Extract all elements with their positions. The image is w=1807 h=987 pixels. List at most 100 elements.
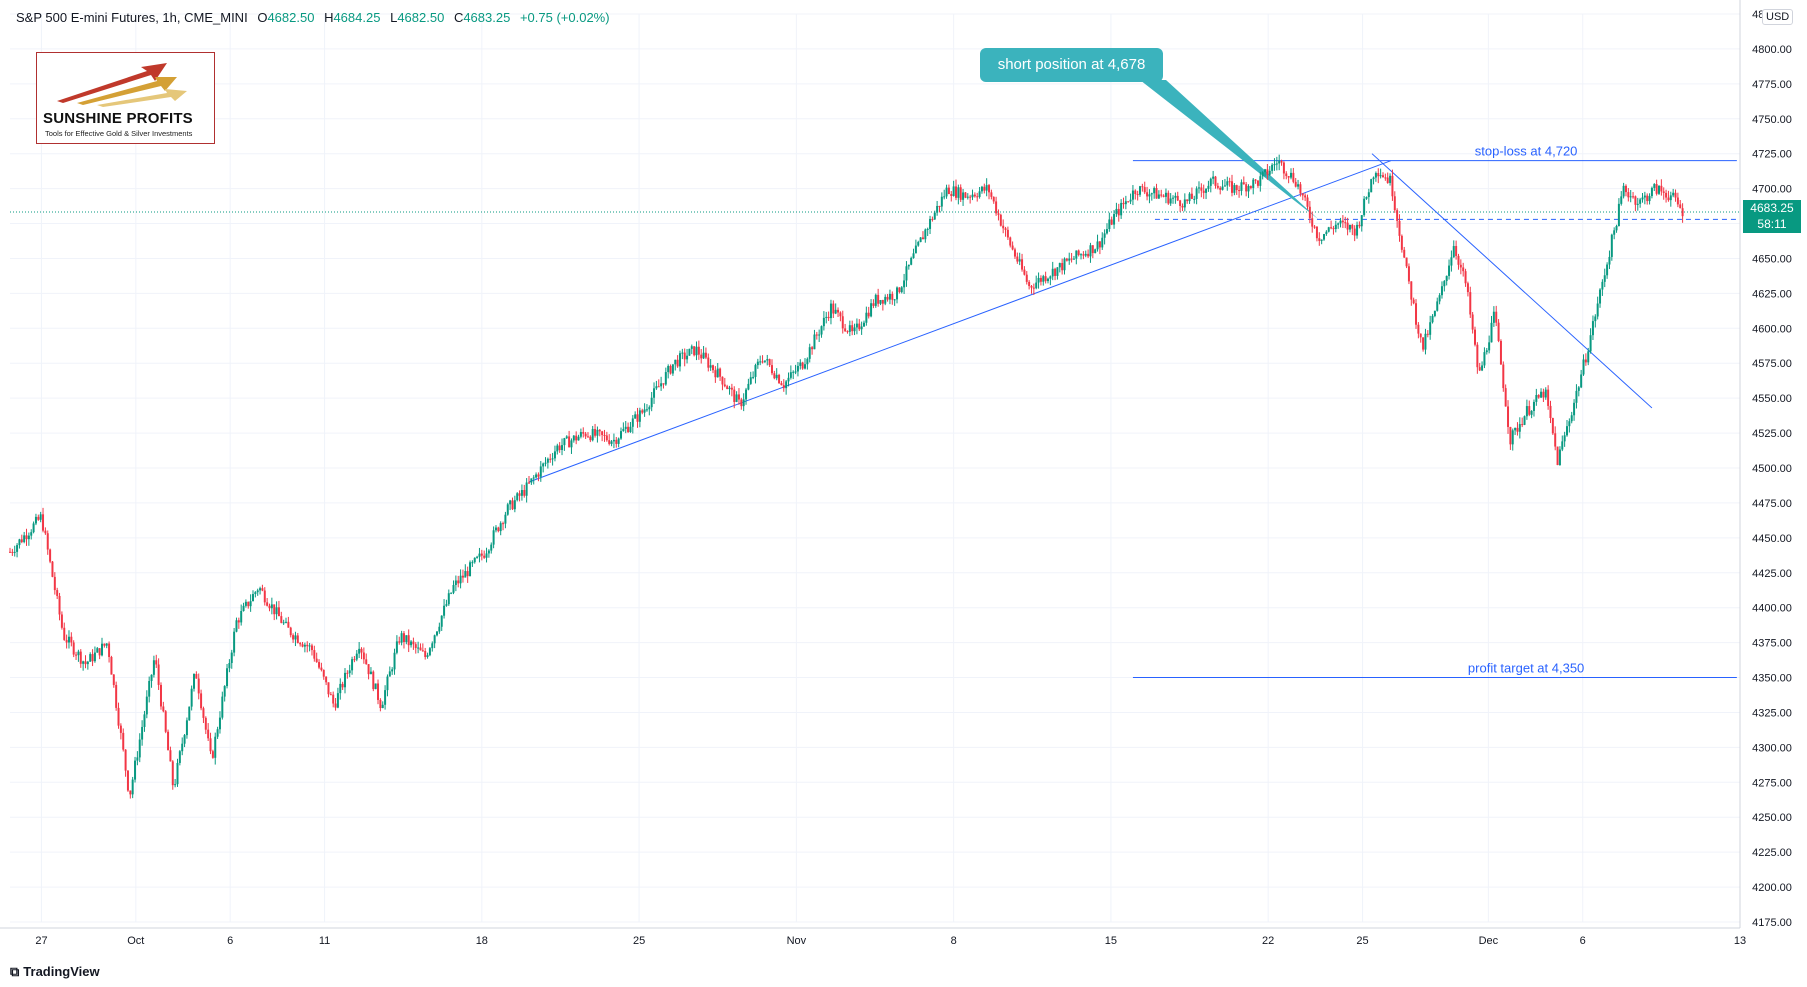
- candle-body: [438, 626, 441, 632]
- candle: [56, 587, 59, 600]
- y-tick-label: 4600.00: [1752, 323, 1792, 335]
- candle-body: [1568, 421, 1571, 427]
- candle-body: [1636, 203, 1639, 205]
- candle: [1587, 347, 1590, 366]
- candle-body: [631, 418, 634, 427]
- candle-body: [1044, 276, 1047, 282]
- candle-body: [42, 514, 45, 531]
- candle-body: [1294, 181, 1297, 187]
- candle-body: [936, 205, 939, 213]
- candle: [1051, 261, 1054, 281]
- candle-body: [971, 194, 974, 198]
- candle-body: [1308, 206, 1311, 219]
- candle-body: [1433, 310, 1436, 316]
- y-tick-label: 4375.00: [1752, 638, 1792, 650]
- candle-body: [1587, 351, 1590, 363]
- candle: [801, 361, 804, 370]
- candle: [1497, 319, 1500, 343]
- candle: [1231, 174, 1234, 197]
- candle: [1176, 191, 1179, 202]
- candle: [266, 598, 269, 607]
- candle: [1110, 216, 1113, 226]
- candle: [473, 557, 476, 564]
- candle-body: [1233, 185, 1236, 193]
- candle: [676, 355, 679, 368]
- candle-body: [435, 631, 438, 636]
- candle: [98, 648, 101, 660]
- short-position-callout[interactable]: short position at 4,678: [980, 48, 1163, 82]
- candle: [1080, 253, 1083, 260]
- candle: [1596, 296, 1599, 320]
- candle: [294, 631, 297, 647]
- candle-body: [134, 760, 137, 780]
- candle-body: [1054, 268, 1057, 276]
- candle: [126, 770, 129, 792]
- candle: [1028, 280, 1031, 290]
- candle-body: [1042, 276, 1045, 282]
- currency-button[interactable]: USD: [1762, 9, 1794, 25]
- candle: [664, 367, 667, 386]
- symbol-title[interactable]: S&P 500 E-mini Futures, 1h, CME_MINI: [16, 10, 248, 25]
- candle-body: [520, 490, 523, 496]
- candle: [209, 732, 212, 755]
- candle-body: [374, 683, 377, 690]
- candle-body: [992, 196, 995, 202]
- candle-body: [169, 750, 172, 762]
- candle: [327, 682, 330, 698]
- candle: [1448, 259, 1451, 280]
- candle: [881, 299, 884, 311]
- candle-body: [1367, 192, 1370, 198]
- candle: [1094, 248, 1097, 254]
- candle: [990, 189, 993, 200]
- candle: [535, 472, 538, 479]
- candle: [1047, 277, 1049, 284]
- candle-body: [752, 376, 755, 378]
- candle: [1186, 199, 1189, 204]
- candle: [1530, 410, 1533, 419]
- candle: [549, 453, 552, 463]
- candle-body: [414, 644, 417, 648]
- candle-body: [1624, 185, 1627, 193]
- candle: [1556, 446, 1559, 466]
- candle-body: [1157, 194, 1160, 199]
- candle: [419, 643, 422, 651]
- candle: [520, 484, 523, 501]
- candle: [1129, 193, 1132, 205]
- candle: [1386, 172, 1389, 184]
- candle: [490, 542, 493, 554]
- candle-body: [704, 352, 707, 358]
- candle: [1162, 194, 1165, 198]
- candle-body: [313, 650, 316, 659]
- candle: [589, 435, 592, 443]
- candle: [353, 656, 356, 663]
- candle: [568, 430, 571, 448]
- drawing-lines: stop-loss at 4,720 profit target at 4,350: [10, 80, 1740, 679]
- candle-body: [471, 562, 474, 564]
- candle-body: [1620, 196, 1623, 204]
- candle: [952, 180, 955, 197]
- candle-body: [336, 693, 339, 708]
- candle: [525, 478, 528, 503]
- candle-body: [657, 386, 660, 388]
- y-tick-label: 4775.00: [1752, 79, 1792, 91]
- candle: [483, 550, 486, 559]
- candle: [1431, 314, 1434, 324]
- candle-body: [1141, 186, 1144, 188]
- candle: [726, 384, 729, 390]
- candle-body: [310, 645, 313, 651]
- candle: [1292, 167, 1295, 184]
- candle: [1450, 250, 1453, 272]
- candle: [539, 461, 542, 482]
- candle: [877, 288, 880, 307]
- candle: [1516, 422, 1519, 436]
- candle: [93, 646, 96, 663]
- candle-body: [200, 693, 203, 709]
- tradingview-logo[interactable]: ⧉ TradingView: [10, 964, 100, 980]
- candle: [223, 685, 226, 702]
- candle: [796, 362, 799, 377]
- candle: [917, 240, 920, 247]
- candle: [171, 760, 174, 790]
- candle-body: [759, 361, 762, 363]
- candle: [1405, 257, 1408, 269]
